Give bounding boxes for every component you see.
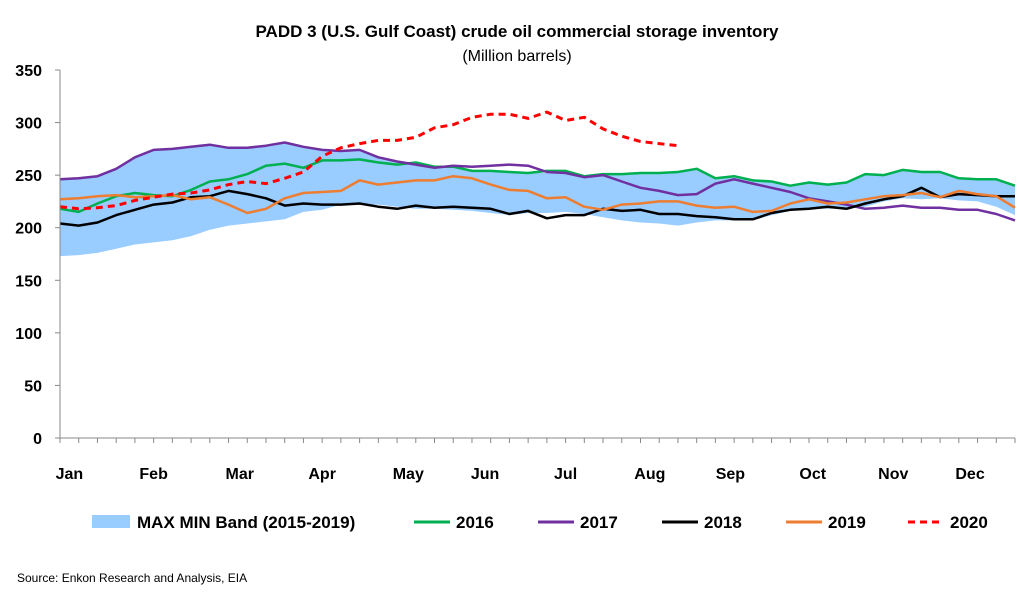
- y-tick-label-150: 150: [15, 273, 42, 290]
- y-tick-label-0: 0: [33, 431, 42, 448]
- x-tick-label-may: May: [393, 466, 424, 483]
- legend-label-2018: 2018: [704, 513, 742, 532]
- series-line-2016: [59, 158, 1016, 214]
- legend-item-2018: 2018: [662, 513, 742, 532]
- series-line-2019: [59, 174, 1016, 215]
- chart-subtitle: (Million barrels): [462, 48, 571, 65]
- y-tick-label-200: 200: [15, 221, 42, 238]
- legend-label-2016: 2016: [456, 513, 494, 532]
- legend-label-2019: 2019: [828, 513, 866, 532]
- x-tick-label-apr: Apr: [308, 466, 336, 483]
- x-tick-label-dec: Dec: [955, 466, 984, 483]
- x-tick-label-mar: Mar: [226, 466, 254, 483]
- x-tick-label-nov: Nov: [878, 466, 908, 483]
- band-layer: [60, 143, 1015, 257]
- legend-item-2017: 2017: [538, 513, 618, 532]
- x-tick-label-jun: Jun: [471, 466, 499, 483]
- band-area: [60, 143, 1015, 257]
- y-tick-label-50: 50: [24, 378, 42, 395]
- y-tick-label-300: 300: [15, 116, 42, 133]
- legend: MAX MIN Band (2015-2019) 2016 2017 2018 …: [92, 513, 988, 532]
- series-line-2018: [59, 186, 1015, 227]
- y-tick-label-100: 100: [15, 326, 42, 343]
- x-tick-label-oct: Oct: [799, 466, 826, 483]
- plot-area: 0 50 100 150 200 250 300 350 Jan Feb Mar Apr May Jun J…: [15, 63, 1016, 483]
- y-tick-label-250: 250: [15, 168, 42, 185]
- legend-label-band: MAX MIN Band (2015-2019): [137, 513, 355, 532]
- chart-title: PADD 3 (U.S. Gulf Coast) crude oil comme…: [255, 22, 779, 41]
- legend-label-2017: 2017: [580, 513, 618, 532]
- legend-item-2019: 2019: [786, 513, 866, 532]
- legend-item-band: MAX MIN Band (2015-2019): [92, 513, 355, 532]
- x-tick-label-sep: Sep: [716, 466, 746, 483]
- source-note: Source: Enkon Research and Analysis, EIA: [17, 571, 247, 585]
- x-tick-label-jul: Jul: [554, 466, 577, 483]
- x-tick-label-aug: Aug: [634, 466, 665, 483]
- axis-layer: 0 50 100 150 200 250 300 350 Jan Feb Mar Apr May Jun J…: [15, 63, 1016, 483]
- legend-swatch-band: [92, 515, 130, 528]
- x-tick-label-feb: Feb: [139, 466, 168, 483]
- legend-item-2016: 2016: [414, 513, 494, 532]
- y-tick-label-350: 350: [15, 63, 42, 80]
- legend-label-2020: 2020: [950, 513, 988, 532]
- series-layer: [59, 110, 1016, 227]
- x-tick-label-jan: Jan: [56, 466, 84, 483]
- legend-item-2020: 2020: [908, 513, 988, 532]
